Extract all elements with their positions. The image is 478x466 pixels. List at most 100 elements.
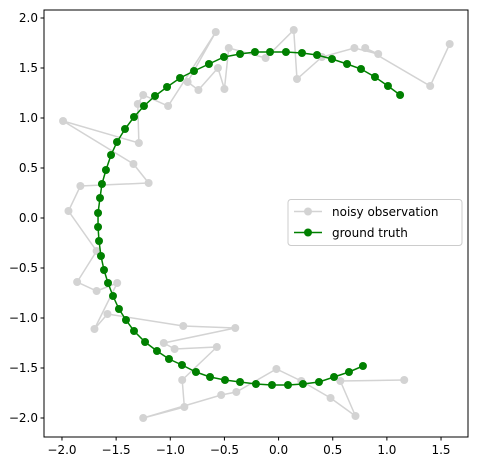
point (139, 414, 148, 422)
point (194, 86, 203, 94)
y-tick-label: 1.5 (19, 61, 38, 75)
point (191, 368, 200, 376)
point (107, 151, 116, 159)
point (159, 339, 168, 347)
point (336, 377, 345, 385)
point (231, 324, 240, 332)
point (73, 278, 82, 286)
point (236, 50, 245, 58)
point (445, 40, 454, 48)
point (383, 82, 392, 90)
point (90, 325, 99, 333)
point (220, 85, 229, 93)
point (344, 368, 353, 376)
point (92, 287, 101, 295)
point (297, 49, 306, 57)
x-tick-label: −1.0 (156, 443, 185, 457)
y-tick-label: 2.0 (19, 11, 38, 25)
point (232, 388, 241, 396)
point (298, 380, 307, 388)
x-tick-label: 1.0 (377, 443, 396, 457)
point (266, 48, 275, 56)
point (114, 305, 123, 313)
point (189, 67, 198, 75)
legend-marker (304, 228, 312, 237)
x-tick-label: −0.5 (210, 443, 239, 457)
point (170, 345, 179, 353)
point (94, 209, 103, 217)
y-tick-label: 1.0 (19, 111, 38, 125)
point (356, 65, 365, 73)
point (163, 83, 172, 91)
legend-label: noisy observation (332, 205, 438, 219)
point (113, 279, 122, 287)
point (212, 343, 221, 351)
x-tick-label: −1.5 (102, 443, 131, 457)
point (176, 74, 185, 82)
point (400, 376, 409, 384)
point (103, 310, 112, 318)
point (108, 292, 117, 300)
point (164, 355, 173, 363)
point (179, 322, 188, 330)
point (97, 180, 106, 188)
point (289, 26, 298, 34)
point (152, 347, 161, 355)
point (141, 338, 150, 346)
x-tick-label: 0.5 (323, 443, 342, 457)
point (351, 412, 360, 420)
y-tick-label: 0.0 (19, 211, 38, 225)
point (64, 207, 73, 215)
x-tick-label: 1.5 (431, 443, 450, 457)
y-tick-label: −2.0 (9, 411, 38, 425)
plot-frame (43, 9, 469, 438)
point (129, 327, 138, 335)
point (144, 179, 153, 187)
point (219, 53, 228, 61)
point (396, 91, 405, 99)
point (358, 362, 367, 370)
point (121, 125, 130, 133)
series-line (97, 51, 401, 386)
point (284, 381, 293, 389)
point (151, 92, 160, 100)
point (261, 54, 270, 62)
point (327, 55, 336, 63)
point (330, 373, 339, 381)
point (220, 376, 229, 384)
point (129, 113, 138, 121)
point (217, 391, 226, 399)
point (313, 51, 322, 59)
point (139, 102, 148, 110)
point (292, 75, 301, 83)
point (134, 139, 143, 147)
point (206, 373, 215, 381)
point (180, 403, 189, 411)
point (281, 48, 290, 56)
point (101, 166, 110, 174)
point (326, 394, 335, 402)
point (129, 160, 138, 168)
point (95, 237, 104, 245)
point (250, 48, 259, 56)
point (177, 361, 186, 369)
point (211, 28, 220, 36)
y-tick-label: 0.5 (19, 161, 38, 175)
point (224, 44, 233, 52)
point (112, 138, 121, 146)
point (133, 100, 142, 108)
legend-label: ground truth (332, 226, 408, 240)
point (343, 60, 352, 68)
y-tick-label: −1.0 (9, 311, 38, 325)
point (95, 194, 104, 202)
point (121, 316, 130, 324)
point (426, 82, 435, 90)
point (350, 44, 359, 52)
point (374, 50, 383, 58)
point (139, 91, 148, 99)
point (272, 365, 281, 373)
y-tick-label: −0.5 (9, 261, 38, 275)
legend-box (287, 199, 463, 246)
point (164, 102, 173, 110)
